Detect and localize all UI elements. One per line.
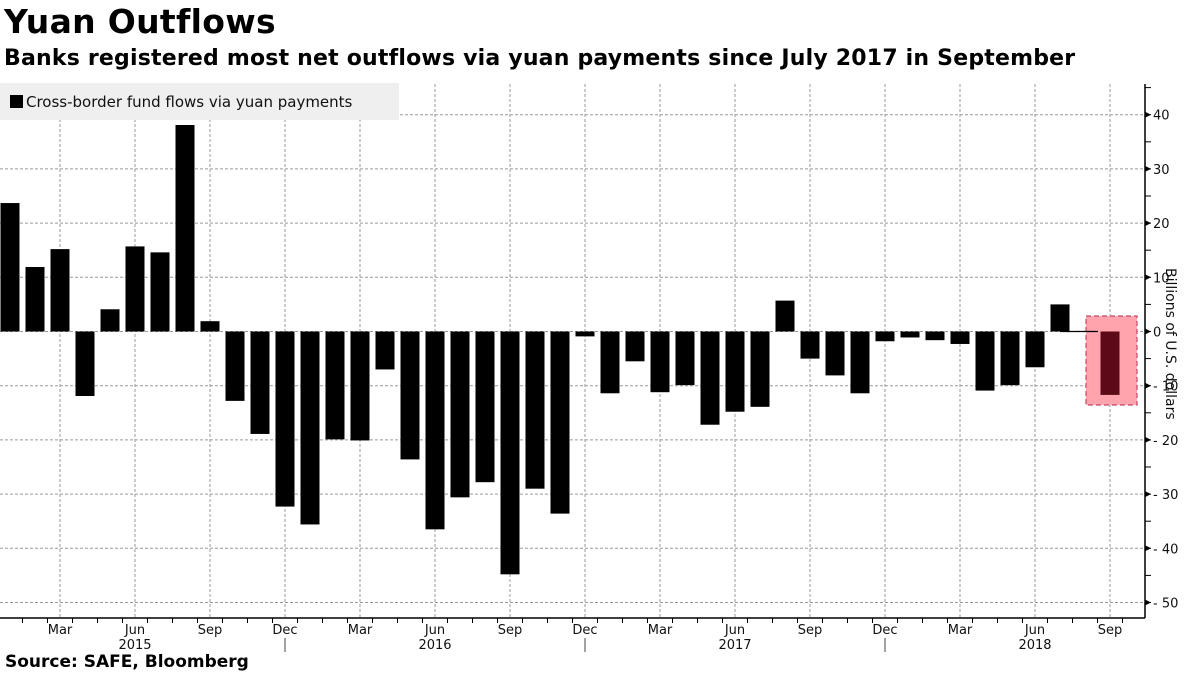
bar: [500, 331, 520, 575]
y-tick-label: 10: [1153, 271, 1170, 286]
y-tick-label: - 50: [1153, 597, 1178, 612]
bar: [850, 331, 870, 394]
bar: [250, 331, 270, 434]
bar: [100, 309, 120, 332]
y-tick-label: 0: [1153, 326, 1161, 341]
year-label: 2016: [418, 638, 451, 653]
bar: [325, 331, 345, 440]
legend-swatch-icon: [10, 95, 23, 108]
bar: [475, 331, 495, 483]
bar: [925, 331, 945, 341]
y-tick-arrow-icon: [1145, 382, 1151, 389]
bar: [175, 124, 195, 332]
bar: [125, 246, 145, 332]
legend: Cross-border fund flows via yuan payment…: [0, 83, 399, 120]
bar: [25, 267, 45, 332]
x-tick-label: Sep: [798, 623, 823, 638]
bar: [150, 252, 170, 332]
bar: [825, 331, 845, 376]
bar: [200, 321, 220, 332]
chart-title: Yuan Outflows: [4, 2, 276, 41]
bar: [300, 331, 320, 525]
y-tick-arrow-icon: [1145, 436, 1151, 443]
bar: [675, 331, 695, 386]
y-tick-label: - 40: [1153, 542, 1178, 557]
bar: [525, 331, 545, 489]
bars: [0, 124, 1120, 575]
x-tick-label: Jun: [724, 623, 745, 638]
x-tick-label: Jun: [1024, 623, 1045, 638]
bar: [400, 331, 420, 460]
y-tick-label: 20: [1153, 217, 1170, 232]
legend-label: Cross-border fund flows via yuan payment…: [26, 92, 353, 111]
x-tick-label: Mar: [348, 623, 373, 638]
y-tick-arrow-icon: [1145, 545, 1151, 552]
year-label: 2017: [718, 638, 751, 653]
gridlines: [0, 84, 1145, 618]
x-tick-label: Mar: [948, 623, 973, 638]
y-tick-arrow-icon: [1145, 274, 1151, 281]
bar: [50, 249, 70, 332]
bar: [800, 331, 820, 359]
y-tick-arrow-icon: [1145, 111, 1151, 118]
x-tick-label: Mar: [48, 623, 73, 638]
bar: [750, 331, 770, 407]
y-tick-arrow-icon: [1145, 328, 1151, 335]
bar: [1025, 331, 1045, 368]
x-tick-label: Sep: [498, 623, 523, 638]
bar: [875, 331, 895, 342]
axes: 40 30 20 10 0 - 10 - 20 - 30 - 40 - 50 Mar Jun Sep De…: [0, 84, 1178, 653]
bar: [950, 331, 970, 344]
year-label: 2018: [1018, 638, 1051, 653]
bar: [450, 331, 470, 498]
bar: [75, 331, 95, 396]
x-tick-label: Dec: [872, 623, 897, 638]
bar: [975, 331, 995, 391]
y-tick-arrow-icon: [1145, 165, 1151, 172]
x-tick-label: Sep: [1098, 623, 1123, 638]
y-tick-label: 40: [1153, 109, 1170, 124]
bar: [275, 331, 295, 507]
x-tick-label: Mar: [648, 623, 673, 638]
x-tick-label: Jun: [124, 623, 145, 638]
x-tick-label: Sep: [198, 623, 223, 638]
y-tick-arrow-icon: [1145, 491, 1151, 498]
bar: [700, 331, 720, 425]
bar: [575, 331, 595, 337]
bar: [350, 331, 370, 441]
chart-subtitle: Banks registered most net outflows via y…: [4, 46, 1076, 71]
bar: [900, 331, 920, 338]
bar: [0, 203, 20, 332]
y-tick-label: - 20: [1153, 434, 1178, 449]
bar: [1000, 331, 1020, 386]
y-tick-label: - 30: [1153, 488, 1178, 503]
y-tick-label: 30: [1153, 163, 1170, 178]
bar: [550, 331, 570, 514]
year-label: 2015: [118, 638, 151, 653]
source-note: Source: SAFE, Bloomberg: [5, 652, 249, 672]
y-tick-arrow-icon: [1145, 220, 1151, 227]
bar: [725, 331, 745, 412]
bar: [1050, 304, 1070, 332]
y-axis-label: Billions of U.S. dollars: [1162, 268, 1178, 420]
y-tick-label: - 10: [1153, 380, 1178, 395]
bar: [625, 331, 645, 362]
bar: [225, 331, 245, 401]
x-tick-label: Jun: [424, 623, 445, 638]
bar: [375, 331, 395, 370]
bar: [425, 331, 445, 530]
x-tick-label: Dec: [272, 623, 297, 638]
bar: [775, 300, 795, 332]
bar: [1100, 331, 1120, 395]
bar: [650, 331, 670, 393]
y-tick-arrow-icon: [1145, 599, 1151, 606]
bar: [600, 331, 620, 394]
x-tick-label: Dec: [572, 623, 597, 638]
